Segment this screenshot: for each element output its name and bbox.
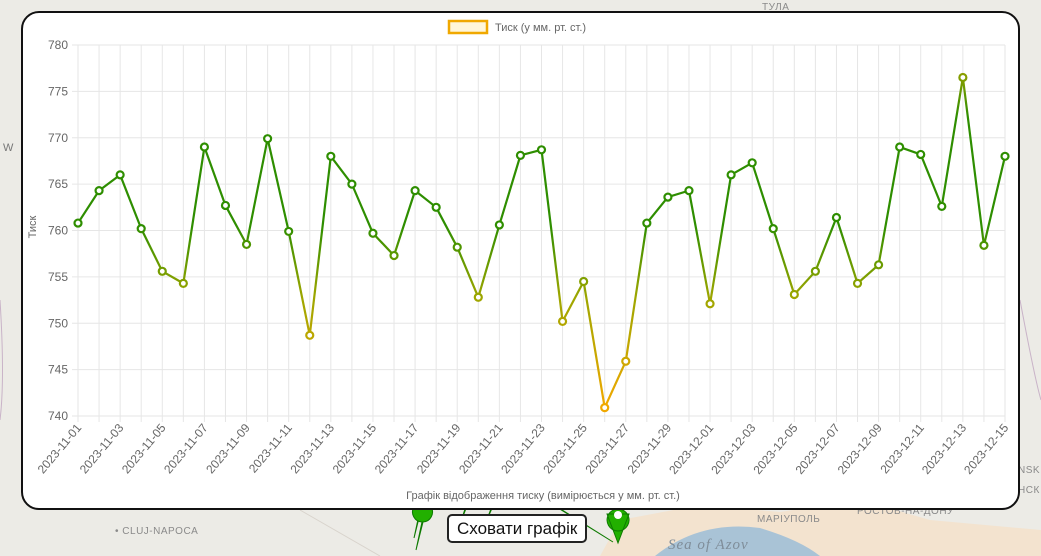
data-point[interactable] <box>220 200 231 211</box>
y-tick-label: 775 <box>48 84 68 98</box>
y-tick-label: 780 <box>48 38 68 52</box>
x-axis-title: Графік відображення тиску (вимірюється у… <box>406 490 680 502</box>
pressure-chart: 740 745 750 755 760 765 770 775 780 2023-11-0120… <box>27 19 1012 502</box>
data-point[interactable] <box>810 266 820 276</box>
legend[interactable]: Тиск (у мм. рт. ст.) <box>447 19 586 35</box>
data-point[interactable] <box>937 201 947 211</box>
data-point[interactable] <box>579 276 589 287</box>
data-point[interactable] <box>178 278 188 288</box>
data-point[interactable] <box>199 142 210 152</box>
data-point[interactable] <box>705 299 715 309</box>
map-label-sea: Sea of Azov <box>668 537 749 553</box>
data-point[interactable] <box>347 179 357 189</box>
y-axis-ticks: 740 745 750 755 760 765 770 775 780 <box>48 38 68 423</box>
data-point[interactable] <box>368 228 378 238</box>
data-point[interactable] <box>473 292 483 302</box>
data-point[interactable] <box>663 192 673 202</box>
data-point[interactable] <box>452 242 462 252</box>
data-point[interactable] <box>895 142 905 152</box>
data-point[interactable] <box>557 316 568 326</box>
data-point[interactable] <box>789 289 799 300</box>
legend-label: Тиск (у мм. рт. ст.) <box>495 22 586 34</box>
data-point[interactable] <box>284 226 294 237</box>
data-point[interactable] <box>94 186 104 196</box>
legend-swatch <box>447 19 489 35</box>
hide-chart-button[interactable]: Сховати графік <box>447 514 588 543</box>
data-point[interactable] <box>747 158 757 168</box>
map-label-rostov: РОСТОВ-НА-ДОНУ <box>857 506 954 517</box>
map-label-right-2: НСК <box>1018 485 1040 496</box>
x-tick-label: 2023-12-15 <box>961 421 1011 477</box>
data-point[interactable] <box>136 224 146 234</box>
data-point[interactable] <box>873 260 884 270</box>
data-point[interactable] <box>768 224 778 234</box>
data-point[interactable] <box>600 403 610 413</box>
map-label-right-1: NSK <box>1018 465 1041 476</box>
data-point[interactable] <box>726 170 736 180</box>
y-tick-label: 740 <box>48 409 68 423</box>
y-tick-label: 760 <box>48 224 68 238</box>
data-point[interactable] <box>979 240 989 250</box>
data-point[interactable] <box>621 356 631 366</box>
map-label-left: W <box>3 142 14 154</box>
grid-lines <box>72 44 1006 422</box>
chart-panel: 740 745 750 755 760 765 770 775 780 2023-11-01 20… <box>21 11 1020 510</box>
data-point[interactable] <box>684 186 694 196</box>
data-point[interactable] <box>305 330 315 340</box>
data-point[interactable] <box>326 151 336 161</box>
data-point[interactable] <box>515 150 526 160</box>
data-point[interactable] <box>1000 151 1010 161</box>
data-point[interactable] <box>389 250 399 261</box>
y-axis-title: Тиск <box>27 215 39 238</box>
data-point[interactable] <box>852 278 863 288</box>
data-point[interactable] <box>536 145 547 155</box>
data-point[interactable] <box>263 134 273 144</box>
data-point[interactable] <box>410 186 420 196</box>
data-point[interactable] <box>157 266 167 276</box>
y-tick-label: 755 <box>48 270 68 284</box>
y-tick-label: 750 <box>48 316 68 330</box>
data-point[interactable] <box>241 239 252 250</box>
y-tick-label: 770 <box>48 131 68 145</box>
x-tick-label: 2023-11-09 <box>203 421 253 477</box>
map-label-cluj: • CLUJ-NAPOCA <box>115 526 199 537</box>
data-point[interactable] <box>115 170 125 180</box>
map-label-mariupol: МАРІУПОЛЬ <box>757 514 821 525</box>
y-tick-label: 765 <box>48 177 68 191</box>
series-layer <box>73 72 1010 413</box>
data-point[interactable] <box>431 202 441 212</box>
data-point[interactable] <box>642 218 652 228</box>
data-point[interactable] <box>494 220 504 230</box>
data-point[interactable] <box>916 149 926 160</box>
x-axis-ticks: 2023-11-012023-11-032023-11-052023-11-07… <box>35 421 1012 477</box>
data-point[interactable] <box>73 218 83 228</box>
data-point[interactable] <box>958 72 968 83</box>
data-point[interactable] <box>831 212 842 223</box>
y-tick-label: 745 <box>48 363 68 377</box>
map-label-tula: ТУЛА <box>762 2 790 13</box>
